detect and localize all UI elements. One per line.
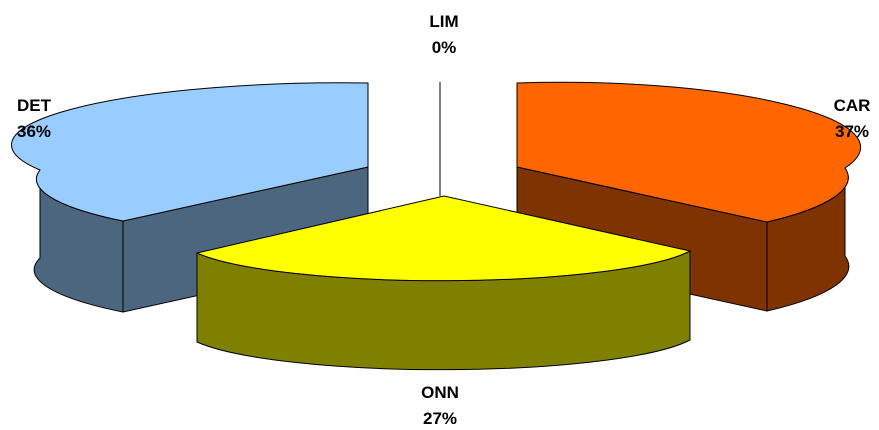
- label-lim-value: 0%: [432, 38, 457, 57]
- label-lim-name: LIM: [429, 12, 458, 31]
- label-onn-value: 27%: [423, 409, 457, 428]
- slice-onn-top: [195, 195, 692, 282]
- slice-onn: [195, 195, 692, 371]
- label-car-name: CAR: [834, 96, 871, 115]
- label-car-value: 37%: [835, 122, 869, 141]
- slice-det: [11, 82, 369, 313]
- label-det-name: DET: [17, 96, 52, 115]
- slice-car-top: [516, 81, 862, 223]
- slice-det-top: [11, 82, 369, 222]
- label-det-value: 36%: [17, 122, 51, 141]
- slice-car: [516, 81, 862, 312]
- label-onn-name: ONN: [421, 383, 459, 402]
